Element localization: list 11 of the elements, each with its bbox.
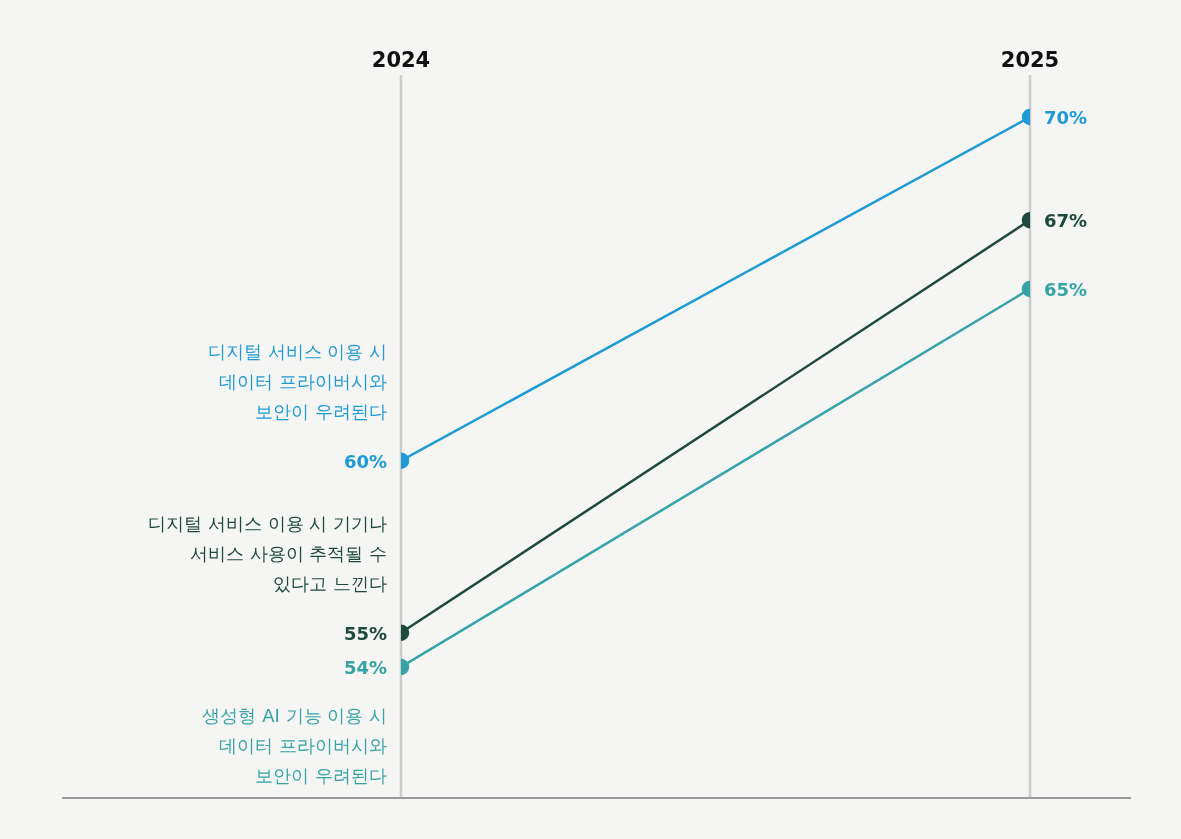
data-label: 70% (1044, 107, 1088, 128)
series-label: 디지털 서비스 이용 시 기기나 서비스 사용이 추적될 수 있다고 느낀다 (148, 512, 387, 594)
x-tick-label: 2025 (1000, 48, 1060, 72)
data-label: 55% (343, 622, 387, 644)
data-label: 54% (343, 657, 387, 678)
data-label: 65% (1044, 278, 1088, 300)
data-label: 60% (343, 450, 387, 472)
series-label: 생성형 AI 기능 이용 시 데이터 프라이버시와 보안이 우려된다 (202, 705, 387, 786)
data-label: 67% (1044, 210, 1088, 232)
x-tick-label: 2024 (371, 48, 431, 72)
series-label: 디지털 서비스 이용 시 데이터 프라이버시와 보안이 우려된다 (207, 340, 387, 422)
